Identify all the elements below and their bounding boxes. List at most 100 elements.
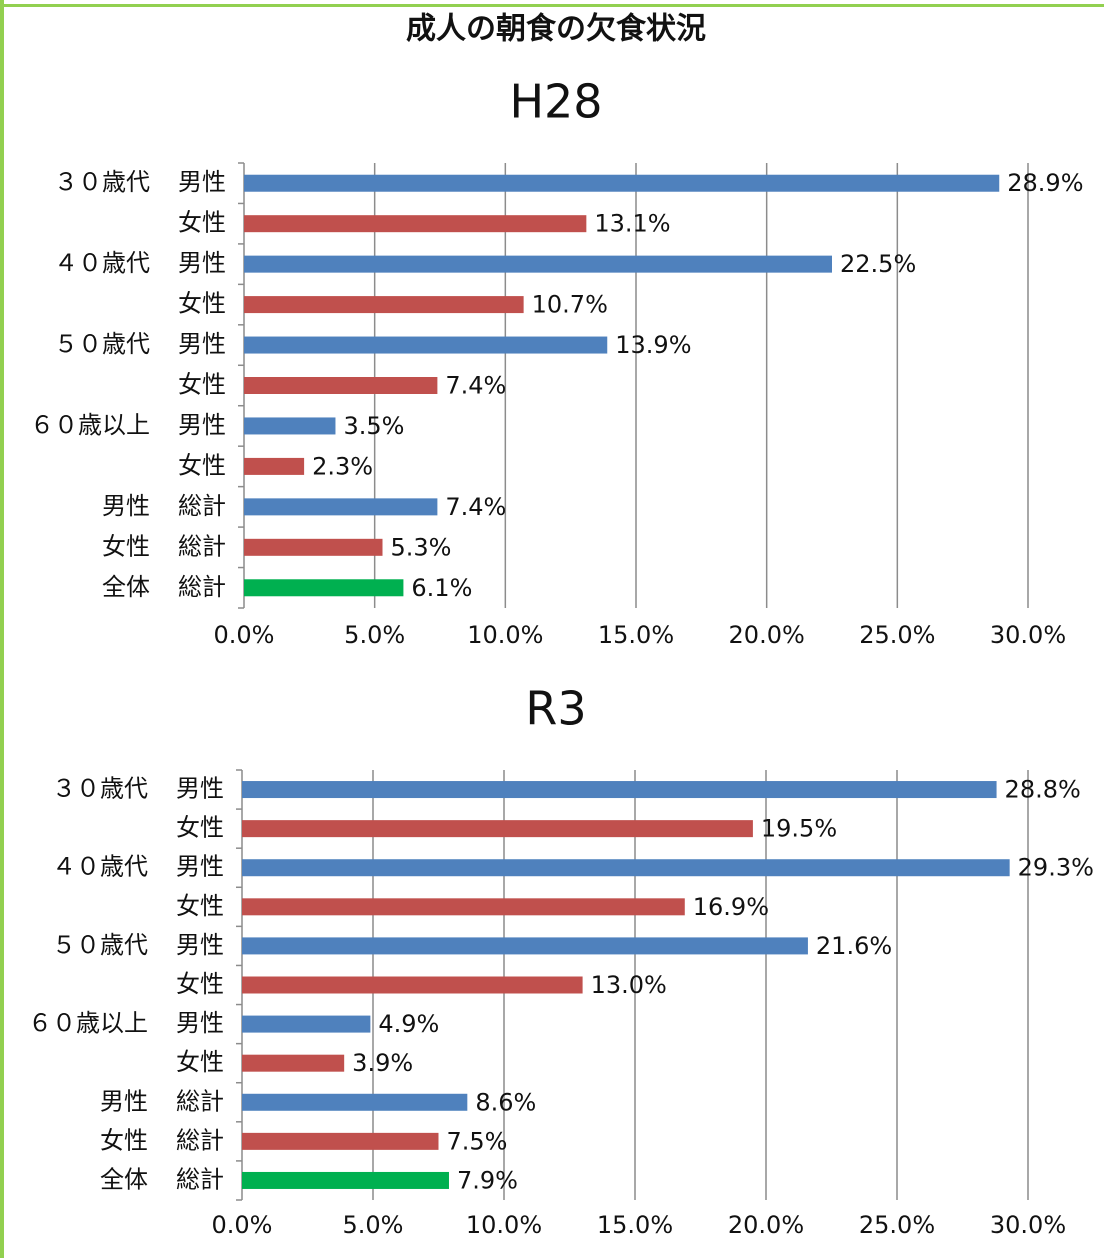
category-label: 男性 (178, 168, 226, 196)
bar (242, 859, 1010, 877)
value-label: 7.4% (445, 372, 506, 400)
bar (242, 781, 997, 799)
category-group-label: ５０歳代 (54, 330, 150, 358)
category-label: 男性 (176, 853, 224, 881)
bar (244, 174, 1000, 192)
category-label: 男性 (178, 330, 226, 358)
value-label: 29.3% (1018, 854, 1094, 882)
bar (244, 498, 438, 516)
value-label: 4.9% (378, 1010, 439, 1038)
category-group-label: ３０歳代 (52, 775, 148, 803)
chart-title: H28 (509, 75, 602, 129)
x-tick-label: 20.0% (729, 621, 805, 649)
bar (242, 937, 808, 955)
category-group-label: ４０歳代 (52, 853, 148, 881)
value-label: 13.0% (591, 971, 667, 999)
value-label: 7.5% (447, 1127, 508, 1155)
bar (244, 457, 305, 475)
value-label: 7.9% (457, 1166, 518, 1194)
value-label: 7.4% (445, 493, 506, 521)
x-tick-label: 10.0% (467, 621, 543, 649)
value-label: 13.1% (594, 210, 670, 238)
category-group-label: ６０歳以上 (30, 411, 150, 439)
category-label: 総計 (178, 492, 226, 520)
x-tick-label: 15.0% (597, 1211, 673, 1239)
category-group-label: 全体 (102, 573, 150, 601)
category-label: 女性 (176, 970, 224, 998)
x-tick-label: 10.0% (466, 1211, 542, 1239)
x-tick-label: 25.0% (859, 1211, 935, 1239)
x-tick-label: 5.0% (344, 621, 405, 649)
bar (242, 1171, 449, 1189)
bar (242, 1015, 371, 1033)
category-group-label: ３０歳代 (54, 168, 150, 196)
value-label: 2.3% (312, 452, 373, 480)
category-group-label: 男性 (102, 492, 150, 520)
category-label: 女性 (176, 814, 224, 842)
category-label: 女性 (176, 892, 224, 920)
chart-title: R3 (525, 682, 586, 736)
frame-top (0, 4, 1104, 7)
category-label: 女性 (178, 371, 226, 399)
category-label: 男性 (176, 775, 224, 803)
value-label: 6.1% (411, 574, 472, 602)
value-label: 28.8% (1005, 776, 1081, 804)
bar (244, 255, 832, 273)
x-tick-label: 15.0% (598, 621, 674, 649)
frame-left (0, 0, 4, 1258)
bar (244, 377, 438, 394)
x-tick-label: 5.0% (343, 1211, 404, 1239)
bar (242, 976, 583, 994)
category-label: 男性 (176, 1009, 224, 1037)
value-label: 22.5% (840, 250, 916, 278)
x-tick-label: 25.0% (859, 621, 935, 649)
value-label: 3.9% (352, 1049, 413, 1077)
value-label: 10.7% (532, 291, 608, 319)
main-title: 成人の朝食の欠食状況 (406, 12, 706, 47)
bar (242, 820, 753, 838)
bar (242, 1132, 439, 1150)
category-label: 総計 (176, 1165, 224, 1193)
value-label: 21.6% (816, 932, 892, 960)
category-group-label: ５０歳代 (52, 931, 148, 959)
x-tick-label: 30.0% (990, 1211, 1066, 1239)
bar (244, 417, 336, 435)
bar (242, 898, 685, 916)
bar (244, 296, 524, 314)
category-group-label: ４０歳代 (54, 249, 150, 277)
category-group-label: 女性 (102, 532, 150, 560)
category-label: 男性 (178, 411, 226, 439)
category-label: 女性 (178, 290, 226, 318)
category-group-label: 男性 (100, 1087, 148, 1115)
category-label: 総計 (176, 1087, 224, 1115)
value-label: 16.9% (693, 893, 769, 921)
x-tick-label: 30.0% (990, 621, 1066, 649)
x-tick-label: 0.0% (212, 1211, 273, 1239)
category-label: 女性 (178, 209, 226, 237)
bar (244, 336, 608, 354)
x-tick-label: 0.0% (214, 621, 275, 649)
value-label: 3.5% (343, 412, 404, 440)
category-label: 男性 (176, 931, 224, 959)
category-label: 総計 (176, 1126, 224, 1154)
x-tick-label: 20.0% (728, 1211, 804, 1239)
bar (244, 579, 404, 597)
category-group-label: 全体 (100, 1165, 148, 1193)
value-label: 28.9% (1007, 169, 1083, 197)
value-label: 19.5% (761, 815, 837, 843)
category-group-label: ６０歳以上 (28, 1009, 148, 1037)
bar (244, 538, 383, 556)
value-label: 5.3% (391, 533, 452, 561)
value-label: 13.9% (615, 331, 691, 359)
bar (242, 1093, 468, 1111)
category-label: 男性 (178, 249, 226, 277)
bar (244, 215, 587, 233)
category-label: 女性 (176, 1048, 224, 1076)
category-label: 総計 (178, 532, 226, 560)
bar (242, 1054, 345, 1072)
category-label: 女性 (178, 451, 226, 479)
category-group-label: 女性 (100, 1126, 148, 1154)
category-label: 総計 (178, 573, 226, 601)
